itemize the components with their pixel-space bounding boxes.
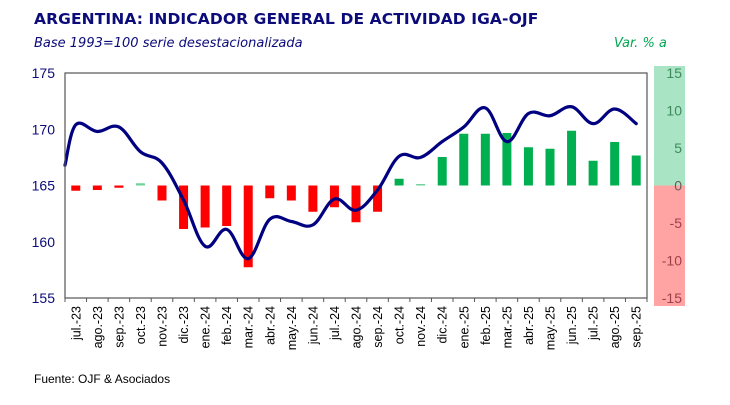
x-tick-label: oct.-23 bbox=[134, 306, 148, 344]
right-tick-label: -5 bbox=[670, 215, 683, 231]
right-axis-unit-label: Var. % a bbox=[614, 36, 667, 51]
bar-oct.-24 bbox=[394, 178, 404, 186]
x-tick-label: nov.-24 bbox=[414, 306, 428, 347]
x-tick-label: jun.-24 bbox=[306, 306, 320, 345]
x-tick-label: ago.-24 bbox=[350, 306, 364, 348]
right-tick-label: 10 bbox=[666, 103, 682, 119]
bar-dic.-24 bbox=[437, 157, 447, 186]
x-tick-label: feb.-25 bbox=[479, 306, 493, 345]
bar-sep.-23 bbox=[114, 185, 124, 188]
right-axis-bands bbox=[654, 66, 685, 306]
bar-dic.-23 bbox=[179, 185, 189, 229]
chart-subtitle: Base 1993=100 serie desestacionalizada bbox=[34, 36, 303, 51]
x-tick-label: jun.-25 bbox=[565, 306, 579, 345]
iga-line bbox=[63, 105, 638, 261]
x-tick-label: mar.-24 bbox=[242, 306, 256, 348]
x-tick-label: jul.-25 bbox=[587, 306, 601, 341]
x-tick-label: sep.-24 bbox=[371, 306, 385, 348]
right-tick-label: 15 bbox=[666, 65, 682, 81]
left-tick-label: 170 bbox=[32, 121, 56, 137]
x-tick-label: oct.-24 bbox=[393, 306, 407, 344]
plot-area-border bbox=[64, 72, 648, 299]
bar-ene.-24 bbox=[200, 185, 210, 228]
bar-jul.-23 bbox=[71, 185, 81, 191]
x-tick-label: ene.-24 bbox=[199, 306, 213, 348]
bar-jul.-24 bbox=[329, 185, 339, 208]
plot-frame bbox=[64, 72, 648, 299]
x-tick-label: feb.-24 bbox=[220, 306, 234, 345]
bar-abr.-24 bbox=[265, 185, 275, 199]
x-tick-label: may.-24 bbox=[285, 306, 299, 350]
x-tick-label: may.-25 bbox=[544, 306, 558, 350]
bar-mar.-24 bbox=[243, 185, 253, 268]
right-axis-band-negative bbox=[654, 185, 685, 306]
right-tick-label: 5 bbox=[674, 140, 682, 156]
bar-jun.-25 bbox=[567, 130, 577, 186]
left-tick-label: 160 bbox=[32, 234, 56, 250]
bar-series bbox=[71, 130, 641, 268]
x-tick-label: jul.-24 bbox=[328, 306, 342, 341]
bar-abr.-25 bbox=[523, 147, 533, 186]
x-tick-label: jul.-23 bbox=[69, 306, 83, 341]
left-axis-ticks: 155 160 165 170 175 bbox=[32, 65, 56, 306]
x-tick-label: mar.-25 bbox=[500, 306, 514, 348]
x-tick-label: nov.-23 bbox=[156, 306, 170, 347]
bar-sep.-25 bbox=[631, 155, 641, 186]
bar-ago.-25 bbox=[610, 142, 620, 186]
x-tick-label: ago.-23 bbox=[91, 306, 105, 348]
bar-ago.-24 bbox=[351, 185, 361, 223]
left-tick-label: 155 bbox=[32, 290, 56, 306]
left-tick-label: 165 bbox=[32, 178, 56, 194]
bar-jun.-24 bbox=[308, 185, 318, 212]
bar-may.-25 bbox=[545, 148, 555, 186]
right-tick-label: -10 bbox=[662, 253, 682, 269]
x-tick-label: abr.-24 bbox=[263, 306, 277, 345]
x-tick-label: abr.-25 bbox=[522, 306, 536, 345]
x-tick-label: ago.-25 bbox=[608, 306, 622, 348]
chart-title: ARGENTINA: INDICADOR GENERAL DE ACTIVIDA… bbox=[34, 10, 539, 28]
right-tick-label: -15 bbox=[662, 290, 682, 306]
x-tick-label: sep.-25 bbox=[630, 306, 644, 348]
source-note: Fuente: OJF & Asociados bbox=[34, 372, 171, 386]
right-axis-ticks: -15 -10 -5 0 5 10 15 bbox=[662, 65, 682, 306]
line-series bbox=[63, 105, 638, 261]
bar-oct.-23 bbox=[135, 183, 145, 186]
x-tick-label: dic.-23 bbox=[177, 306, 191, 344]
bar-jul.-25 bbox=[588, 160, 598, 186]
bar-nov.-23 bbox=[157, 185, 167, 201]
bar-mar.-25 bbox=[502, 133, 512, 186]
bar-feb.-24 bbox=[222, 185, 232, 226]
right-axis-band-positive bbox=[654, 66, 685, 186]
bar-may.-24 bbox=[286, 185, 296, 201]
bar-feb.-25 bbox=[480, 133, 490, 186]
x-tick-label: ene.-25 bbox=[457, 306, 471, 348]
left-tick-label: 175 bbox=[32, 65, 56, 81]
bar-ene.-25 bbox=[459, 133, 469, 186]
bar-sep.-24 bbox=[373, 185, 383, 212]
x-tick-label: dic.-24 bbox=[436, 306, 450, 344]
x-tick-label: sep.-23 bbox=[112, 306, 126, 348]
bar-ago.-23 bbox=[92, 185, 102, 190]
bar-nov.-24 bbox=[416, 184, 426, 186]
right-tick-label: 0 bbox=[674, 178, 682, 194]
x-axis-ticks: jul.-23 ago.-23 sep.-23 oct.-23 nov.-23 dic.-… bbox=[64, 298, 648, 350]
